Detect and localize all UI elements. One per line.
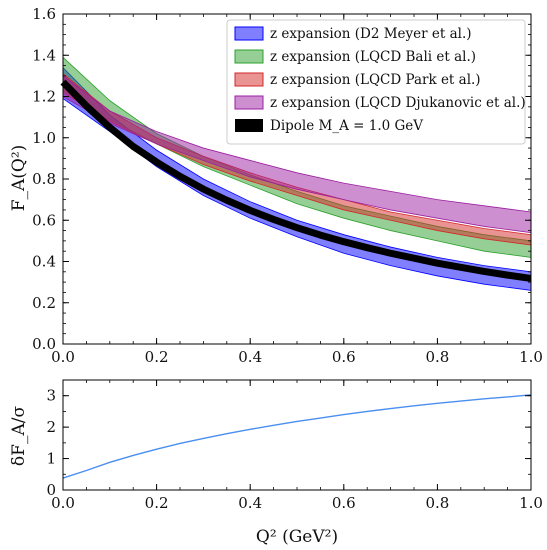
bottom-lines xyxy=(62,394,532,479)
bottom-y-tick-label: 3 xyxy=(46,387,56,405)
top-y-axis-title: F_A(Q²) xyxy=(9,145,29,212)
bottom-panel: 0.0 0.2 0.4 0.6 0.8 1.0 0 1 2 3 δF_A/σ Q² (GeV²) xyxy=(9,379,543,547)
legend-label: z expansion (D2 Meyer et al.) xyxy=(270,26,472,42)
top-x-tick-label: 1.0 xyxy=(519,348,543,366)
bottom-x-tick-label: 0.2 xyxy=(145,494,169,512)
legend-label: z expansion (LQCD Djukanovic et al.) xyxy=(270,95,526,111)
legend-item: Dipole M_A = 1.0 GeV xyxy=(235,118,423,134)
bottom-x-tick-label: 1.0 xyxy=(519,494,543,512)
legend-swatch xyxy=(234,72,264,87)
legend-label: z expansion (LQCD Park et al.) xyxy=(270,72,481,88)
top-x-ticklabels: 0.0 0.2 0.4 0.6 0.8 1.0 xyxy=(51,348,543,366)
bottom-y-ticklabels: 0 1 2 3 xyxy=(46,387,56,499)
top-y-tick-label: 1.6 xyxy=(32,5,56,23)
top-y-tick-label: 1.4 xyxy=(32,46,56,64)
x-axis-title: Q² (GeV²) xyxy=(256,527,338,547)
bottom-y-axis-title: δF_A/σ xyxy=(9,406,29,467)
top-x-tick-label: 0.0 xyxy=(51,348,75,366)
bottom-x-tick-label: 0.8 xyxy=(425,494,449,512)
top-y-tick-label: 1.0 xyxy=(32,129,56,147)
legend-item: z expansion (D2 Meyer et al.) xyxy=(234,26,472,42)
bottom-x-tick-label: 0.6 xyxy=(332,494,356,512)
legend-swatch xyxy=(234,26,264,41)
top-y-tick-label: 0.2 xyxy=(32,294,56,312)
deviation-line-1 xyxy=(62,394,532,479)
top-y-tick-label: 1.2 xyxy=(32,88,56,106)
legend-item: z expansion (LQCD Bali et al.) xyxy=(234,49,476,65)
legend-label: z expansion (LQCD Bali et al.) xyxy=(270,49,476,65)
legend-swatch xyxy=(235,119,263,132)
bottom-y-tick-label: 1 xyxy=(46,450,56,468)
top-y-tick-label: 0.0 xyxy=(32,335,56,353)
legend-swatch xyxy=(234,49,264,64)
bottom-x-tick-label: 0.0 xyxy=(51,494,75,512)
top-y-tick-label: 0.6 xyxy=(32,211,56,229)
legend-item: z expansion (LQCD Djukanovic et al.) xyxy=(234,95,526,111)
top-x-tick-label: 0.2 xyxy=(145,348,169,366)
bottom-ticks xyxy=(62,379,532,491)
top-y-tick-label: 0.8 xyxy=(32,170,56,188)
bottom-y-tick-label: 0 xyxy=(46,481,56,499)
legend: z expansion (D2 Meyer et al.) z expansion… xyxy=(226,19,526,145)
bottom-y-tick-label: 2 xyxy=(46,418,56,436)
legend-label: Dipole M_A = 1.0 GeV xyxy=(270,118,423,134)
top-x-tick-label: 0.4 xyxy=(238,348,262,366)
legend-frame xyxy=(226,19,526,145)
legend-item: z expansion (LQCD Park et al.) xyxy=(234,72,481,88)
bottom-x-ticklabels: 0.0 0.2 0.4 0.6 0.8 1.0 xyxy=(51,494,543,512)
legend-swatch xyxy=(234,95,264,110)
dipole-line xyxy=(60,79,532,282)
top-x-tick-label: 0.6 xyxy=(332,348,356,366)
top-x-tick-label: 0.8 xyxy=(425,348,449,366)
top-lines xyxy=(60,79,532,282)
top-panel: 0.0 0.2 0.4 0.6 0.8 1.0 0.0 0.2 0.4 0.6 0.8 1.0 1.2… xyxy=(9,5,543,366)
top-y-ticklabels: 0.0 0.2 0.4 0.6 0.8 1.0 1.2 1.4 1.6 xyxy=(32,5,56,353)
bottom-x-tick-label: 0.4 xyxy=(238,494,262,512)
top-y-tick-label: 0.4 xyxy=(32,253,56,271)
top-ticks xyxy=(62,13,532,345)
bottom-plot-frame xyxy=(62,379,532,491)
